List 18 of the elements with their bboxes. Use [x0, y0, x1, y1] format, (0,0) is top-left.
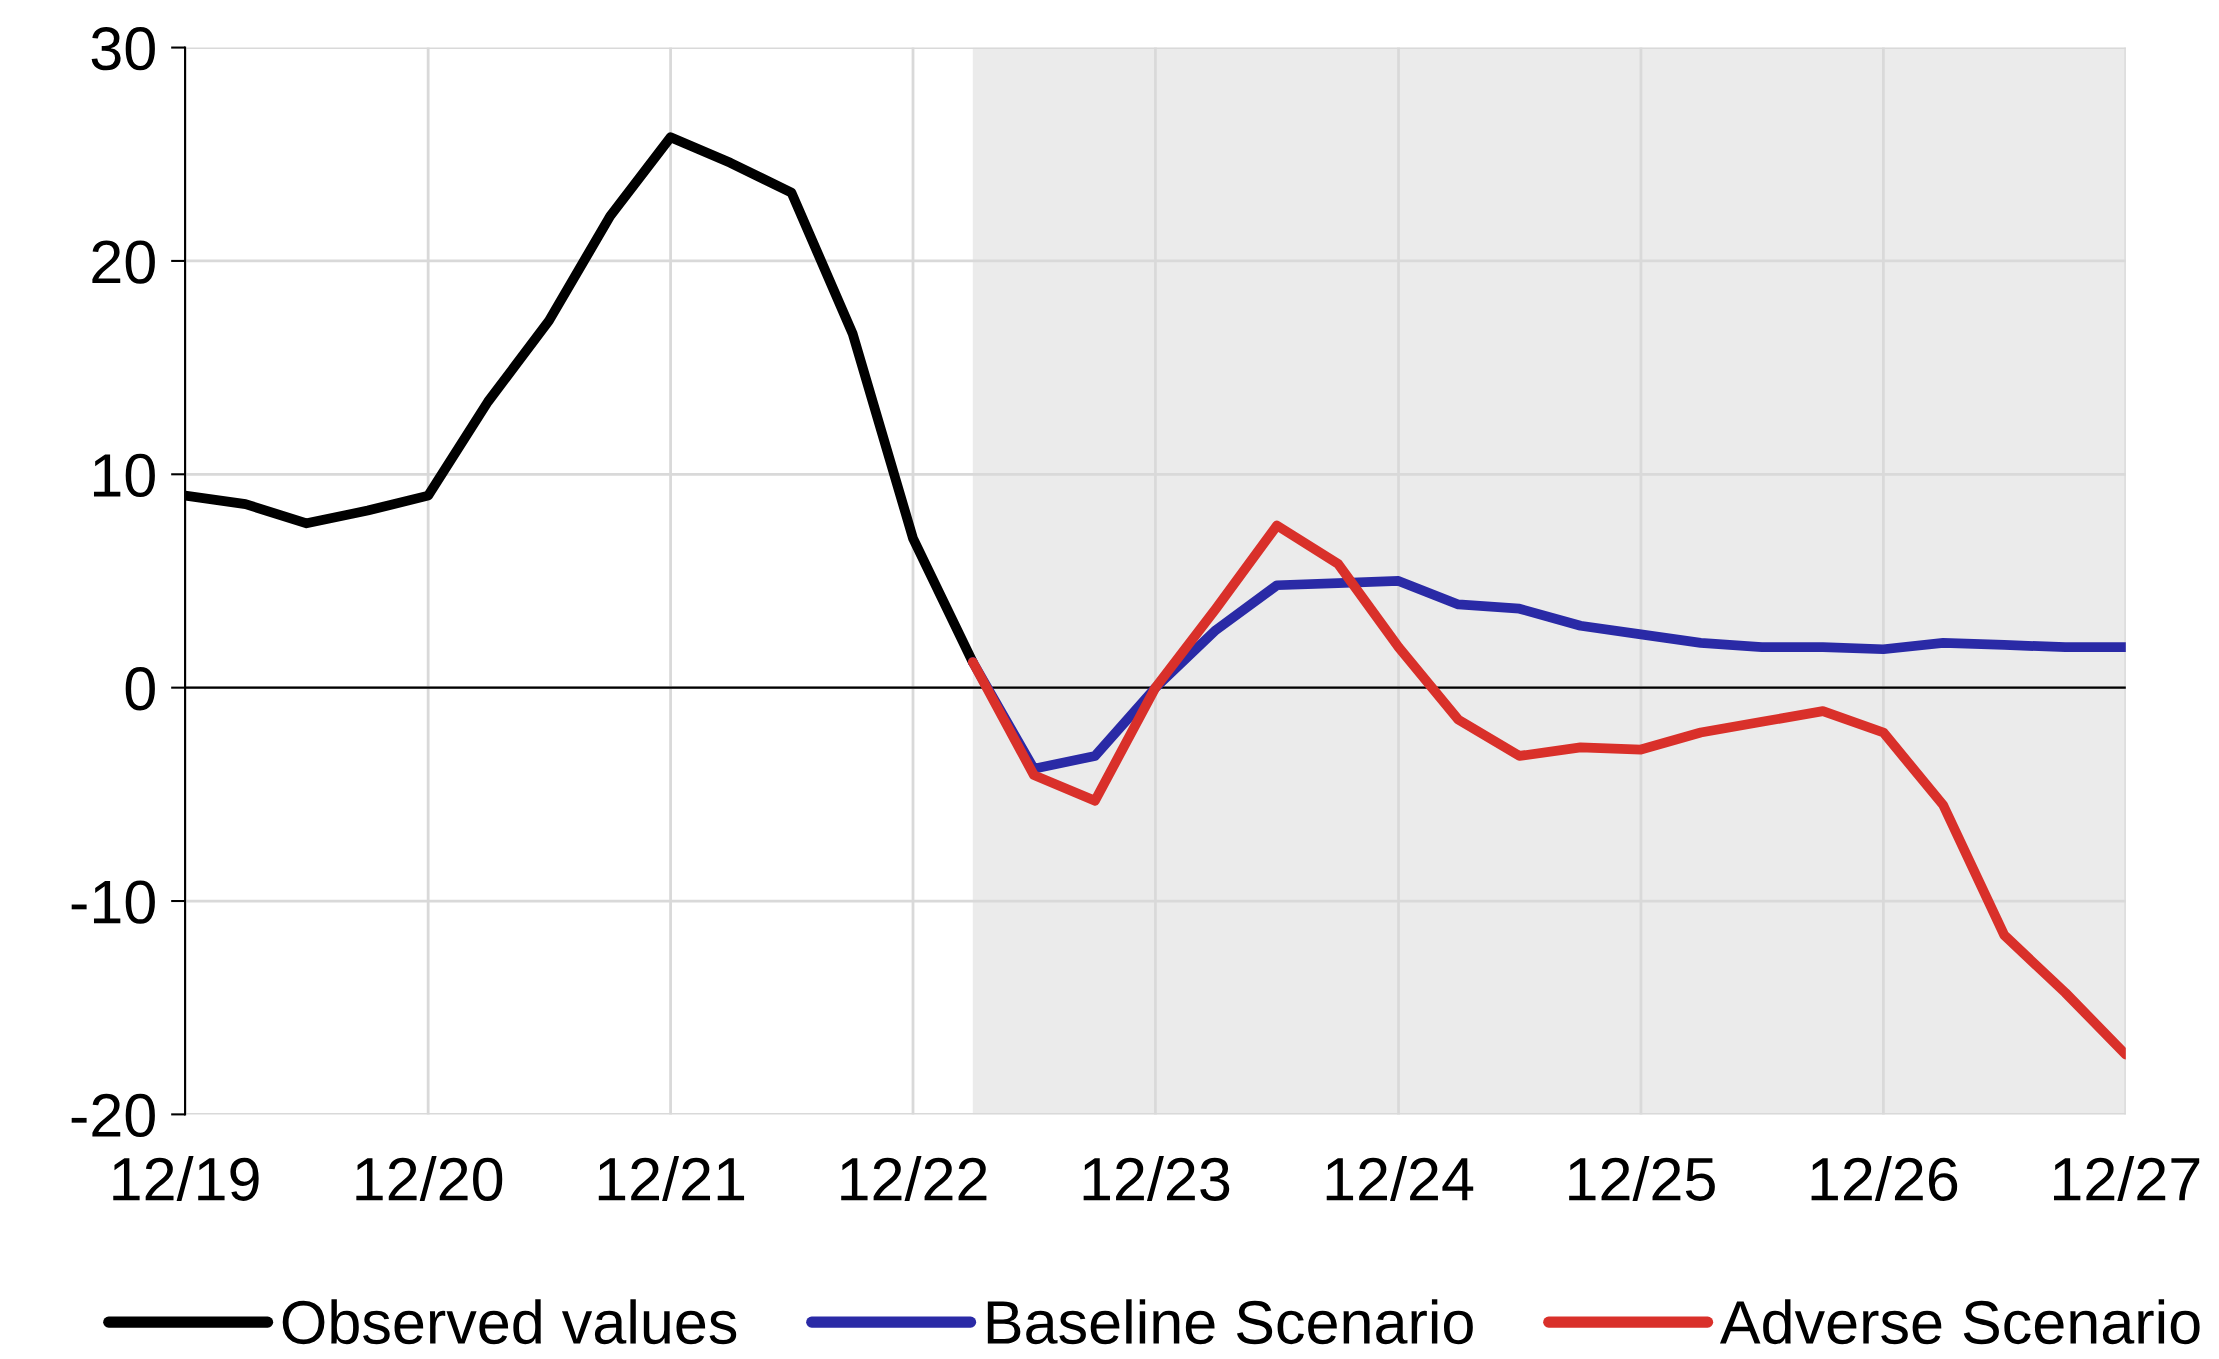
- x-tick-label: 12/22: [841, 1156, 987, 1201]
- legend-label: Adverse Scenario: [1719, 1299, 2200, 1345]
- x-tick-label: 12/23: [1083, 1156, 1230, 1201]
- x-tick-label: 12/25: [1569, 1156, 1715, 1201]
- x-tick-label: 12/24: [1326, 1156, 1474, 1201]
- y-tick-label: 30: [91, 27, 155, 71]
- x-tick-label: 12/27: [2054, 1156, 2200, 1201]
- y-tick-label: 20: [92, 240, 155, 284]
- y-tick-label: -20: [71, 1093, 155, 1138]
- y-tick-label: 10: [93, 453, 155, 498]
- y-tick-label: -10: [71, 880, 155, 924]
- x-tick-label: 12/26: [1811, 1156, 1958, 1201]
- x-tick-label: 12/19: [113, 1156, 259, 1201]
- legend-label: Baseline Scenario: [987, 1299, 1473, 1345]
- y-tick-label: 0: [125, 667, 155, 711]
- x-tick-label: 12/20: [356, 1156, 503, 1201]
- x-tick-label: 12/21: [598, 1156, 745, 1201]
- legend-label: Observed values: [282, 1299, 737, 1345]
